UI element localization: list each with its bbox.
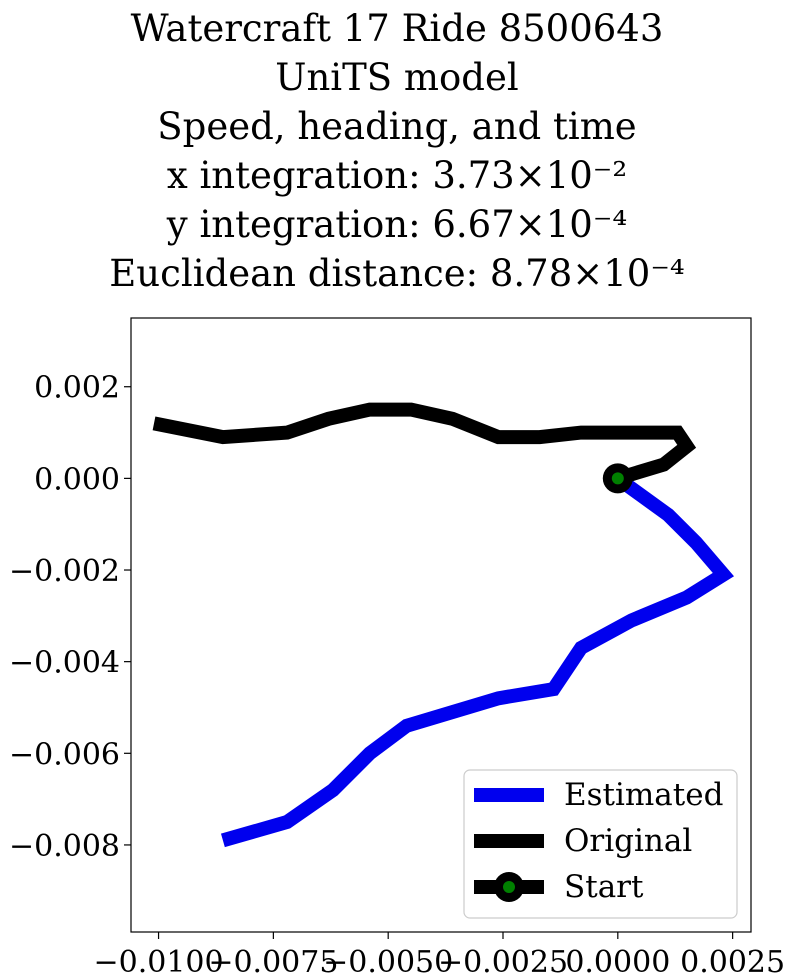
- chart-title-line-4: x integration: 3.73×10⁻²: [166, 154, 628, 197]
- x-tick-label: −0.0050: [323, 945, 453, 980]
- chart-title-line-6: Euclidean distance: 8.78×10⁻⁴: [109, 252, 685, 295]
- start-marker-center: [611, 472, 624, 485]
- series-line-estimated: [220, 472, 735, 848]
- x-tick-label: −0.0025: [438, 945, 568, 980]
- y-tick-label: −0.002: [9, 554, 120, 589]
- chart-title-block: Watercraft 17 Ride 8500643 UniTS model S…: [0, 4, 794, 298]
- legend: Estimated Original Start: [463, 769, 738, 919]
- y-axis: 0.002 0.000 −0.002 −0.004 −0.006 −0.008: [9, 371, 131, 864]
- y-tick-label: −0.004: [9, 646, 120, 681]
- x-tick-label: −0.0075: [208, 945, 338, 980]
- legend-label-original: Original: [564, 823, 692, 859]
- legend-label-start: Start: [564, 869, 644, 905]
- y-tick-label: −0.006: [9, 737, 120, 772]
- plot-lines: [152, 402, 735, 848]
- series-line-original: [152, 402, 697, 486]
- chart-title-line-2: UniTS model: [275, 56, 519, 99]
- x-tick-label: 0.0025: [680, 945, 785, 980]
- y-tick-label: −0.008: [9, 829, 120, 864]
- x-tick-label: 0.0000: [565, 945, 670, 980]
- legend-start-marker-center: [503, 881, 515, 893]
- plot-frame: [130, 317, 752, 933]
- chart-title-line-1: Watercraft 17 Ride 8500643: [130, 7, 664, 50]
- y-tick-label: 0.000: [34, 462, 120, 497]
- legend-label-estimated: Estimated: [564, 777, 723, 813]
- chart-title-line-3: Speed, heading, and time: [157, 105, 637, 148]
- x-tick-label: −0.0100: [94, 945, 224, 980]
- chart-title-line-5: y integration: 6.67×10⁻⁴: [166, 203, 628, 246]
- y-tick-label: 0.002: [34, 371, 120, 406]
